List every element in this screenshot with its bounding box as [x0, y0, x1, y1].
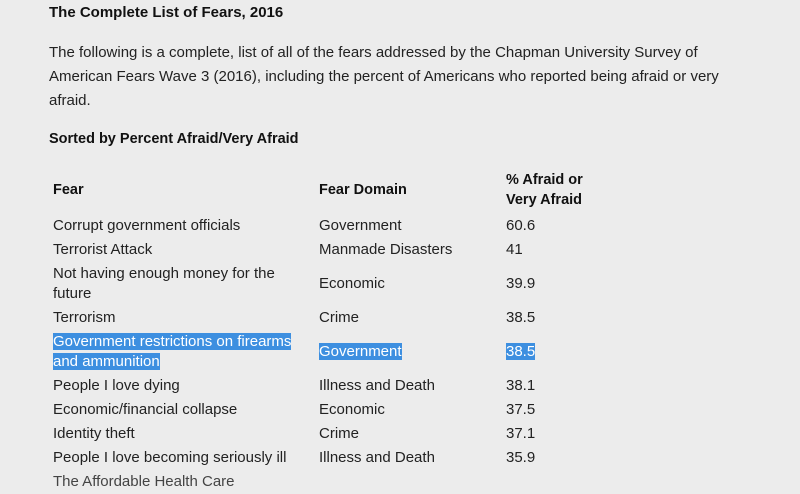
cell-domain: Government: [315, 330, 502, 374]
cell-domain: Crime: [319, 425, 359, 442]
cell-percent: 38.5: [506, 309, 536, 326]
table-row: People I love becoming seriously ill Ill…: [49, 446, 622, 470]
cell-percent: 39.9: [506, 275, 536, 292]
table-row: Terrorist Attack Manmade Disasters 41: [49, 238, 622, 262]
cell-fear: Terrorism: [53, 309, 116, 326]
table-row: Not having enough money for the future E…: [49, 262, 622, 306]
table-row: Economic/financial collapse Economic 37.…: [49, 398, 622, 422]
section-subtitle: Sorted by Percent Afraid/Very Afraid: [49, 131, 299, 147]
table-row: People I love dying Illness and Death 38…: [49, 374, 622, 398]
cell-fear: Identity theft: [53, 425, 135, 442]
cell-fear: Not having enough money for the future: [53, 265, 275, 302]
header-percent: % Afraid or Very Afraid: [506, 172, 583, 208]
intro-paragraph: The following is a complete, list of all…: [49, 44, 719, 109]
cell-percent: 35.9: [506, 449, 536, 466]
header-fear-domain: Fear Domain: [319, 182, 407, 198]
cell-fear: Economic/financial collapse: [53, 401, 238, 418]
cell-fear: Government restrictions on firearms and …: [49, 330, 315, 374]
cell-percent: 37.1: [506, 425, 536, 442]
cell-domain: Crime: [319, 309, 359, 326]
cell-fear: The Affordable Health Care: [53, 473, 235, 490]
cell-percent: 60.6: [506, 217, 536, 234]
cell-domain: Illness and Death: [319, 377, 435, 394]
table-row: Terrorism Crime 38.5: [49, 306, 622, 330]
table-row: Identity theft Crime 37.1: [49, 422, 622, 446]
cell-domain: [315, 470, 502, 494]
cell-percent: 37.5: [506, 401, 536, 418]
cell-fear: People I love dying: [53, 377, 180, 394]
cell-percent: 41: [506, 241, 523, 258]
selected-text-fear: Government restrictions on firearms and …: [53, 333, 292, 370]
cell-domain: Illness and Death: [319, 449, 435, 466]
cell-percent: 38.1: [506, 377, 536, 394]
cell-domain: Economic: [319, 401, 385, 418]
cell-domain: Government: [319, 217, 402, 234]
fears-table: Fear Fear Domain % Afraid or Very Afraid…: [49, 170, 622, 494]
selected-text-domain: Government: [319, 343, 402, 360]
table-row: Corrupt government officials Government …: [49, 214, 622, 238]
header-fear: Fear: [53, 182, 84, 198]
cell-percent: [502, 470, 622, 494]
page-title: The Complete List of Fears, 2016: [49, 4, 284, 21]
cell-domain: Economic: [319, 275, 385, 292]
cell-percent: 38.5: [502, 330, 622, 374]
table-header-row: Fear Fear Domain % Afraid or Very Afraid: [49, 170, 622, 214]
cell-domain: Manmade Disasters: [319, 241, 453, 258]
table-row-selected: Government restrictions on firearms and …: [49, 330, 622, 374]
table-row: The Affordable Health Care: [49, 470, 622, 494]
cell-fear: Corrupt government officials: [53, 217, 241, 234]
selected-text-percent: 38.5: [506, 343, 536, 360]
cell-fear: People I love becoming seriously ill: [53, 449, 287, 466]
cell-fear: Terrorist Attack: [53, 241, 153, 258]
